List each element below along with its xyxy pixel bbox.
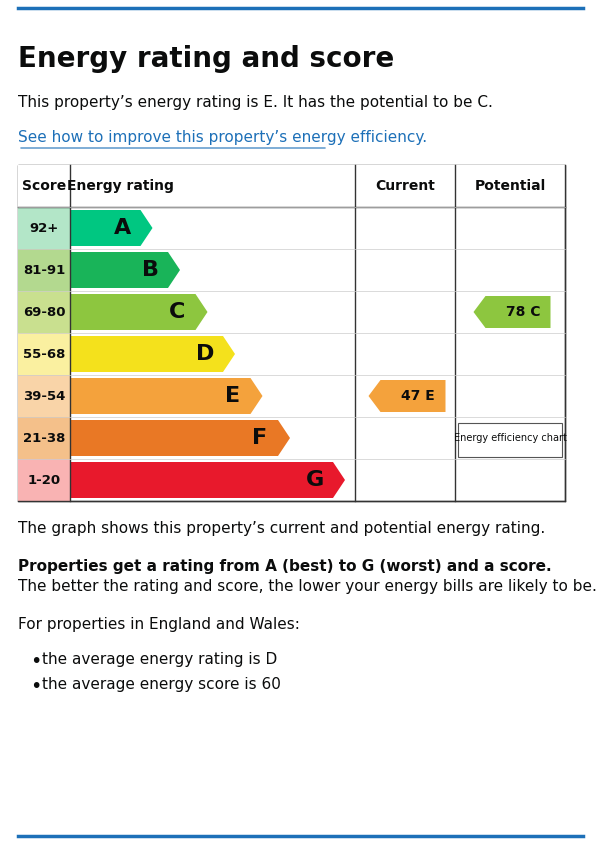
- Text: 21-38: 21-38: [23, 431, 65, 445]
- Polygon shape: [70, 294, 207, 330]
- Text: Energy rating: Energy rating: [67, 179, 174, 193]
- Polygon shape: [70, 462, 345, 498]
- Polygon shape: [70, 252, 180, 288]
- Bar: [18, 417, 70, 459]
- Text: 78 C: 78 C: [506, 305, 540, 319]
- Text: 39-54: 39-54: [23, 389, 65, 403]
- Text: The better the rating and score, the lower your energy bills are likely to be.: The better the rating and score, the low…: [18, 579, 597, 594]
- Polygon shape: [70, 210, 153, 246]
- Text: Energy efficiency chart: Energy efficiency chart: [454, 433, 566, 443]
- Text: Energy rating and score: Energy rating and score: [18, 45, 394, 73]
- Bar: [18, 207, 70, 249]
- Text: A: A: [114, 218, 131, 238]
- Text: C: C: [169, 302, 186, 322]
- Text: •: •: [30, 652, 41, 671]
- Text: 1-20: 1-20: [28, 473, 61, 486]
- Polygon shape: [474, 296, 551, 328]
- Text: The graph shows this property’s current and potential energy rating.: The graph shows this property’s current …: [18, 521, 545, 536]
- Text: Score: Score: [22, 179, 66, 193]
- Text: 92+: 92+: [29, 221, 59, 235]
- Text: B: B: [141, 260, 159, 280]
- Text: 55-68: 55-68: [23, 348, 65, 360]
- Polygon shape: [70, 420, 290, 456]
- Polygon shape: [70, 378, 263, 414]
- Bar: [18, 165, 565, 207]
- Text: the average energy score is 60: the average energy score is 60: [42, 677, 281, 692]
- Bar: [18, 459, 70, 501]
- Text: 81-91: 81-91: [23, 263, 65, 277]
- Bar: [18, 375, 70, 417]
- Bar: [18, 249, 70, 291]
- Text: This property’s energy rating is E. It has the potential to be C.: This property’s energy rating is E. It h…: [18, 95, 493, 110]
- Text: •: •: [30, 677, 41, 696]
- Polygon shape: [368, 380, 445, 412]
- Text: See how to improve this property’s energy efficiency.: See how to improve this property’s energ…: [18, 130, 427, 145]
- Bar: [458, 423, 562, 457]
- Text: Potential: Potential: [474, 179, 546, 193]
- Text: G: G: [306, 470, 324, 490]
- Polygon shape: [70, 336, 235, 372]
- Text: the average energy rating is D: the average energy rating is D: [42, 652, 277, 667]
- Text: For properties in England and Wales:: For properties in England and Wales:: [18, 617, 300, 632]
- Bar: [18, 333, 70, 375]
- Bar: [18, 291, 70, 333]
- Text: F: F: [252, 428, 267, 448]
- Bar: [18, 165, 565, 501]
- Text: 69-80: 69-80: [23, 306, 66, 318]
- Text: E: E: [225, 386, 240, 406]
- Text: 47 E: 47 E: [401, 389, 435, 403]
- Text: Properties get a rating from A (best) to G (worst) and a score.: Properties get a rating from A (best) to…: [18, 559, 552, 574]
- Text: Current: Current: [375, 179, 435, 193]
- Text: D: D: [196, 344, 214, 364]
